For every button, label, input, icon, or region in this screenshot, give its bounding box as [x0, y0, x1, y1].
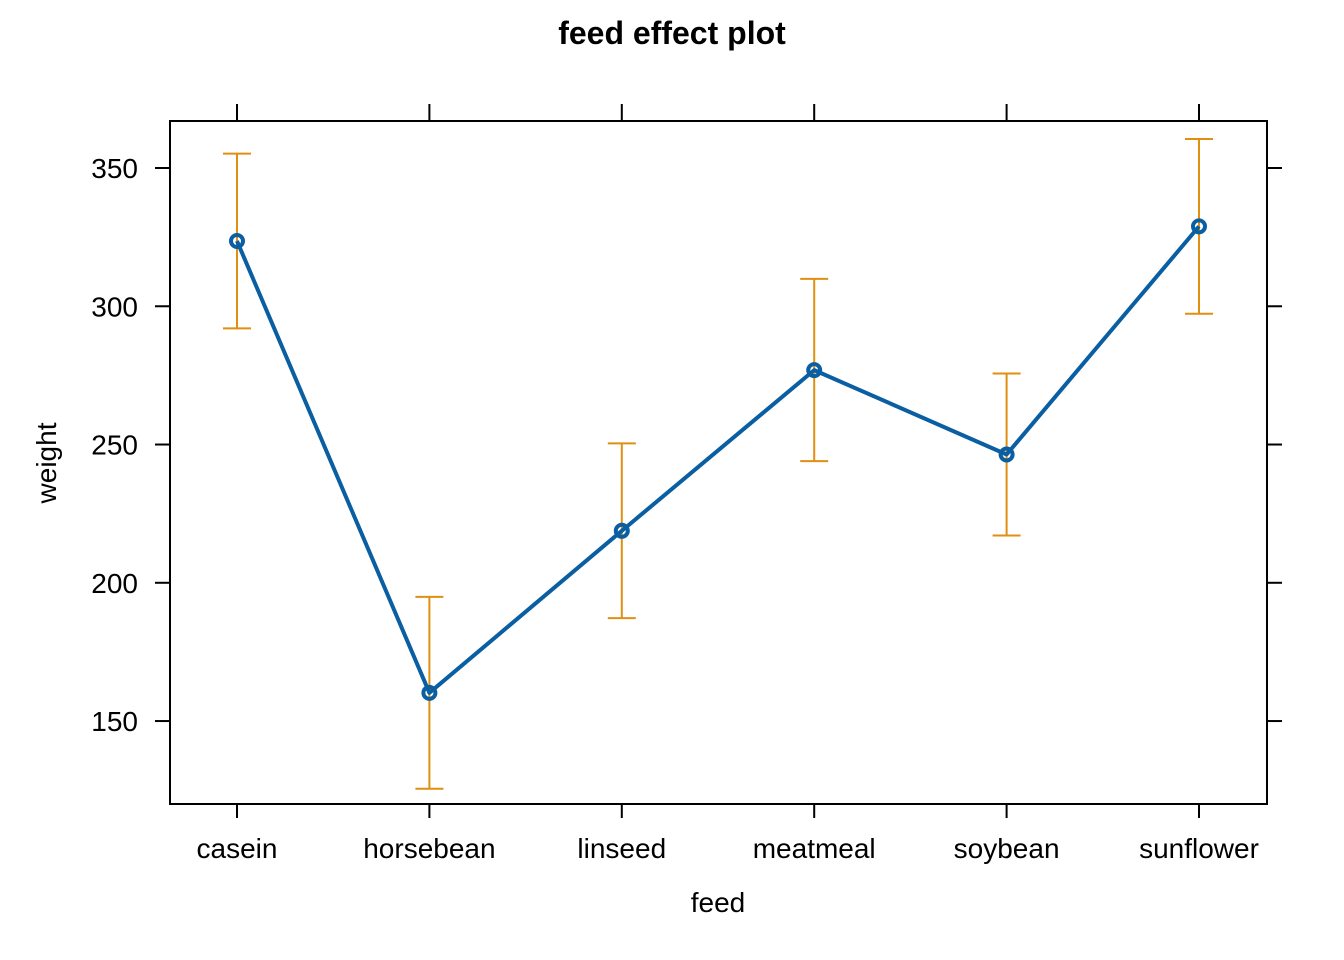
y-axis: 150 200 250 300 350	[91, 153, 1282, 737]
y-tick-label: 200	[91, 568, 138, 599]
effect-line	[235, 225, 1201, 695]
y-tick-label: 300	[91, 291, 138, 322]
data-point	[421, 684, 438, 701]
data-point	[229, 233, 245, 250]
x-tick-label: horsebean	[363, 833, 495, 864]
chart-title: feed effect plot	[558, 15, 786, 51]
x-tick-label: sunflower	[1139, 833, 1259, 864]
x-axis-title: feed	[691, 887, 746, 918]
data-point	[613, 522, 630, 539]
x-tick-label: casein	[197, 833, 278, 864]
x-tick-label: soybean	[954, 833, 1060, 864]
data-point	[998, 446, 1015, 463]
y-tick-label: 250	[91, 430, 138, 461]
data-point	[1191, 218, 1207, 235]
effect-points	[229, 218, 1207, 701]
confidence-intervals	[223, 137, 1213, 790]
y-axis-title: weight	[31, 422, 62, 504]
x-tick-label: linseed	[577, 833, 666, 864]
data-point	[806, 362, 823, 379]
x-tick-label: meatmeal	[753, 833, 876, 864]
series-line	[235, 225, 1201, 695]
y-tick-label: 350	[91, 153, 138, 184]
plot-frame	[169, 120, 1268, 805]
y-tick-label: 150	[91, 706, 138, 737]
x-axis: casein horsebean linseed meatmeal soybean sun…	[197, 104, 1259, 864]
